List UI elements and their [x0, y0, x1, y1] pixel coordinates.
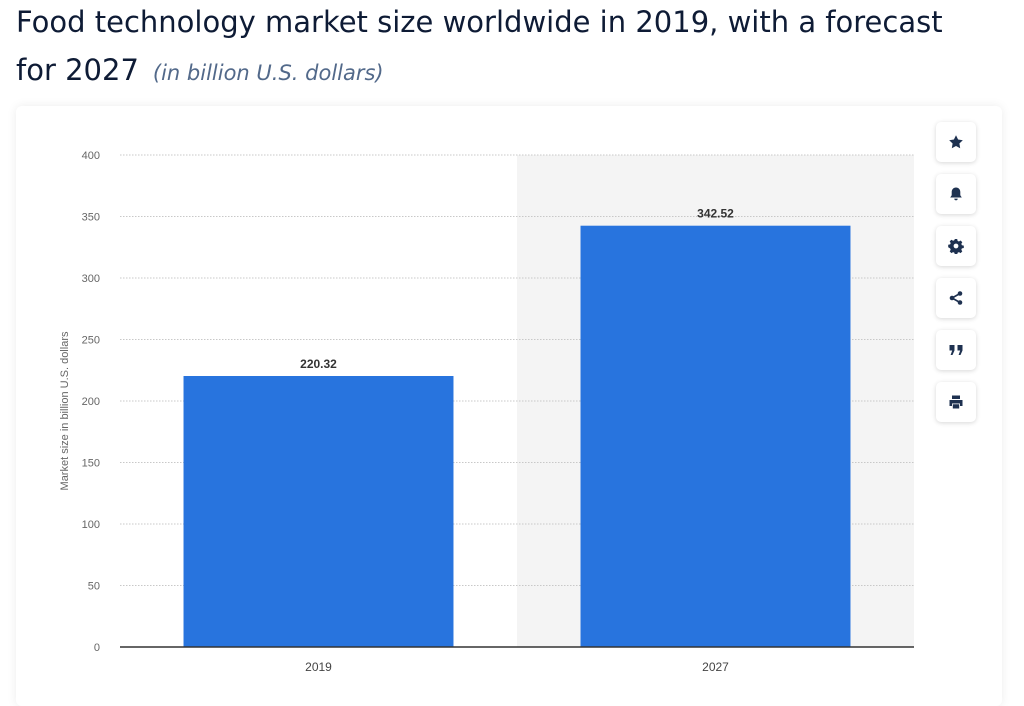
favorite-button[interactable]	[936, 122, 976, 162]
cite-button[interactable]	[936, 330, 976, 370]
x-tick-label: 2027	[702, 660, 729, 674]
chart-action-toolbar	[936, 122, 978, 434]
share-icon	[949, 291, 963, 305]
y-tick-label: 0	[94, 642, 100, 654]
bar	[580, 225, 851, 647]
chart-card: 0 50 100 150 200 250 300 350 400 220.32 2019 342.52…	[16, 106, 1002, 706]
y-tick-label: 50	[88, 581, 100, 593]
bar-chart: 0 50 100 150 200 250 300 350 400 220.32 2019 342.52…	[59, 150, 914, 674]
y-tick-label: 100	[82, 519, 100, 531]
y-tick-label: 250	[82, 335, 100, 347]
y-tick-label: 350	[82, 212, 100, 224]
quote-icon	[949, 345, 963, 355]
gear-icon	[948, 239, 964, 254]
y-tick-label: 300	[82, 273, 100, 285]
y-tick-label: 200	[82, 396, 100, 408]
y-axis-label: Market size in billion U.S. dollars	[59, 331, 71, 490]
share-button[interactable]	[936, 278, 976, 318]
print-button[interactable]	[936, 382, 976, 422]
bell-icon	[950, 187, 962, 201]
star-icon	[949, 135, 963, 149]
settings-button[interactable]	[936, 226, 976, 266]
title-text: Food technology market size worldwide in…	[16, 5, 943, 87]
page-title: Food technology market size worldwide in…	[16, 0, 976, 97]
y-tick-label: 400	[82, 150, 100, 162]
bar-value-label: 220.32	[300, 357, 337, 371]
bar	[183, 376, 454, 647]
notification-button[interactable]	[936, 174, 976, 214]
y-tick-label: 150	[82, 458, 100, 470]
title-unit-subtitle: (in billion U.S. dollars)	[152, 61, 384, 85]
print-icon	[949, 395, 963, 409]
x-tick-label: 2019	[305, 660, 332, 674]
bar-value-label: 342.52	[697, 207, 734, 221]
